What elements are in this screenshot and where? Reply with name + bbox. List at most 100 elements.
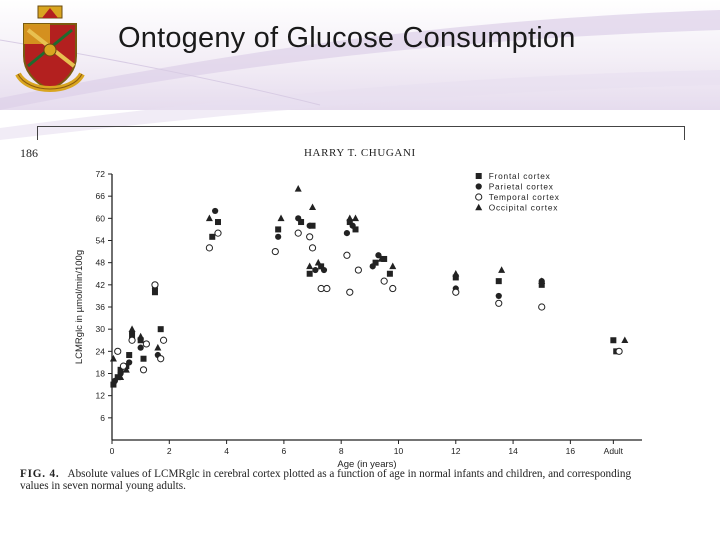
legend-marker xyxy=(475,173,482,179)
data-point xyxy=(615,347,623,355)
x-tick-label: 16 xyxy=(566,446,576,456)
scan-frame xyxy=(37,126,685,140)
y-tick-label: 48 xyxy=(96,258,106,268)
caption-line-1: Absolute values of LCMRglc in cerebral c… xyxy=(67,468,632,480)
data-point xyxy=(369,263,376,270)
data-point xyxy=(151,289,158,296)
page-number: 186 xyxy=(20,146,38,160)
data-point xyxy=(308,244,317,252)
y-tick-label: 24 xyxy=(96,346,106,356)
y-tick-label: 66 xyxy=(96,191,106,201)
y-tick-label: 6 xyxy=(100,413,105,423)
data-point xyxy=(309,203,317,211)
data-point xyxy=(343,230,351,237)
data-point xyxy=(306,233,314,241)
data-point xyxy=(271,247,279,256)
data-point xyxy=(139,366,148,374)
data-point xyxy=(320,266,328,274)
legend-marker xyxy=(475,203,483,211)
data-point xyxy=(110,381,117,388)
data-point xyxy=(389,284,397,293)
data-point xyxy=(343,251,351,259)
y-tick-label: 54 xyxy=(96,236,106,246)
data-point xyxy=(277,214,285,222)
data-point xyxy=(137,344,144,351)
data-point xyxy=(275,226,282,233)
x-tick-label: 2 xyxy=(167,446,172,456)
x-tick-label: 12 xyxy=(451,446,461,456)
data-point xyxy=(346,214,354,222)
x-axis-label: Age (in years) xyxy=(337,459,396,470)
data-point xyxy=(375,252,382,259)
data-point xyxy=(214,229,222,237)
data-point xyxy=(114,347,122,355)
data-point xyxy=(294,184,302,192)
legend-marker xyxy=(475,193,483,201)
data-point xyxy=(140,355,147,362)
data-point xyxy=(452,269,460,277)
figure-caption: FIG. 4. Absolute values of LCMRglc in cer… xyxy=(20,468,710,492)
data-point xyxy=(349,222,356,229)
data-point xyxy=(129,333,136,340)
y-tick-label: 36 xyxy=(96,302,106,312)
data-point xyxy=(377,255,385,262)
data-point xyxy=(354,266,362,274)
x-tick-label: 6 xyxy=(282,446,287,456)
data-point xyxy=(295,215,302,222)
slide-title: Ontogeny of Glucose Consumption xyxy=(118,22,576,54)
data-point xyxy=(323,284,331,293)
data-point xyxy=(352,226,359,233)
data-point xyxy=(209,233,216,240)
data-point xyxy=(306,222,313,229)
data-point xyxy=(159,336,168,344)
data-point xyxy=(306,270,313,277)
y-tick-label: 30 xyxy=(96,324,106,334)
figure-label: FIG. 4. xyxy=(20,468,60,480)
data-point xyxy=(352,214,360,222)
caption-line-2: values in seven normal young adults. xyxy=(20,480,186,492)
data-point xyxy=(610,337,617,344)
data-point xyxy=(538,277,546,284)
data-point xyxy=(117,373,125,380)
data-point xyxy=(381,255,388,262)
data-point xyxy=(389,262,397,270)
legend-marker xyxy=(475,183,482,190)
data-point xyxy=(294,229,302,237)
data-point xyxy=(498,266,506,273)
data-point xyxy=(111,377,118,384)
x-tick-label: 10 xyxy=(394,446,404,456)
data-point xyxy=(128,336,136,344)
data-point xyxy=(137,337,144,344)
x-tick-label: 0 xyxy=(110,446,115,456)
data-point xyxy=(126,352,133,359)
data-point xyxy=(538,281,545,288)
data-point xyxy=(538,303,546,311)
data-point xyxy=(346,288,354,296)
data-point xyxy=(205,214,213,222)
data-point xyxy=(137,332,145,340)
data-point xyxy=(212,207,219,215)
data-point xyxy=(314,258,322,266)
data-point xyxy=(306,262,314,270)
data-point xyxy=(142,340,150,348)
data-point xyxy=(346,219,353,226)
army-crest-logo xyxy=(15,5,85,92)
data-point xyxy=(495,278,502,285)
adult-tick-label: Adult xyxy=(604,446,624,456)
y-tick-label: 12 xyxy=(96,391,106,401)
data-point xyxy=(621,336,629,344)
x-tick-label: 4 xyxy=(224,446,229,456)
data-point xyxy=(318,263,325,270)
data-point xyxy=(154,343,162,351)
data-point xyxy=(380,277,388,285)
data-point xyxy=(298,219,305,226)
data-point xyxy=(128,325,136,332)
legend-label: Temporal cortex xyxy=(489,192,560,202)
data-point xyxy=(126,359,133,366)
data-point xyxy=(122,366,130,373)
legend-label: Parietal cortex xyxy=(489,182,554,192)
data-point xyxy=(114,374,121,381)
y-tick-label: 18 xyxy=(96,369,106,379)
data-point xyxy=(452,288,460,296)
